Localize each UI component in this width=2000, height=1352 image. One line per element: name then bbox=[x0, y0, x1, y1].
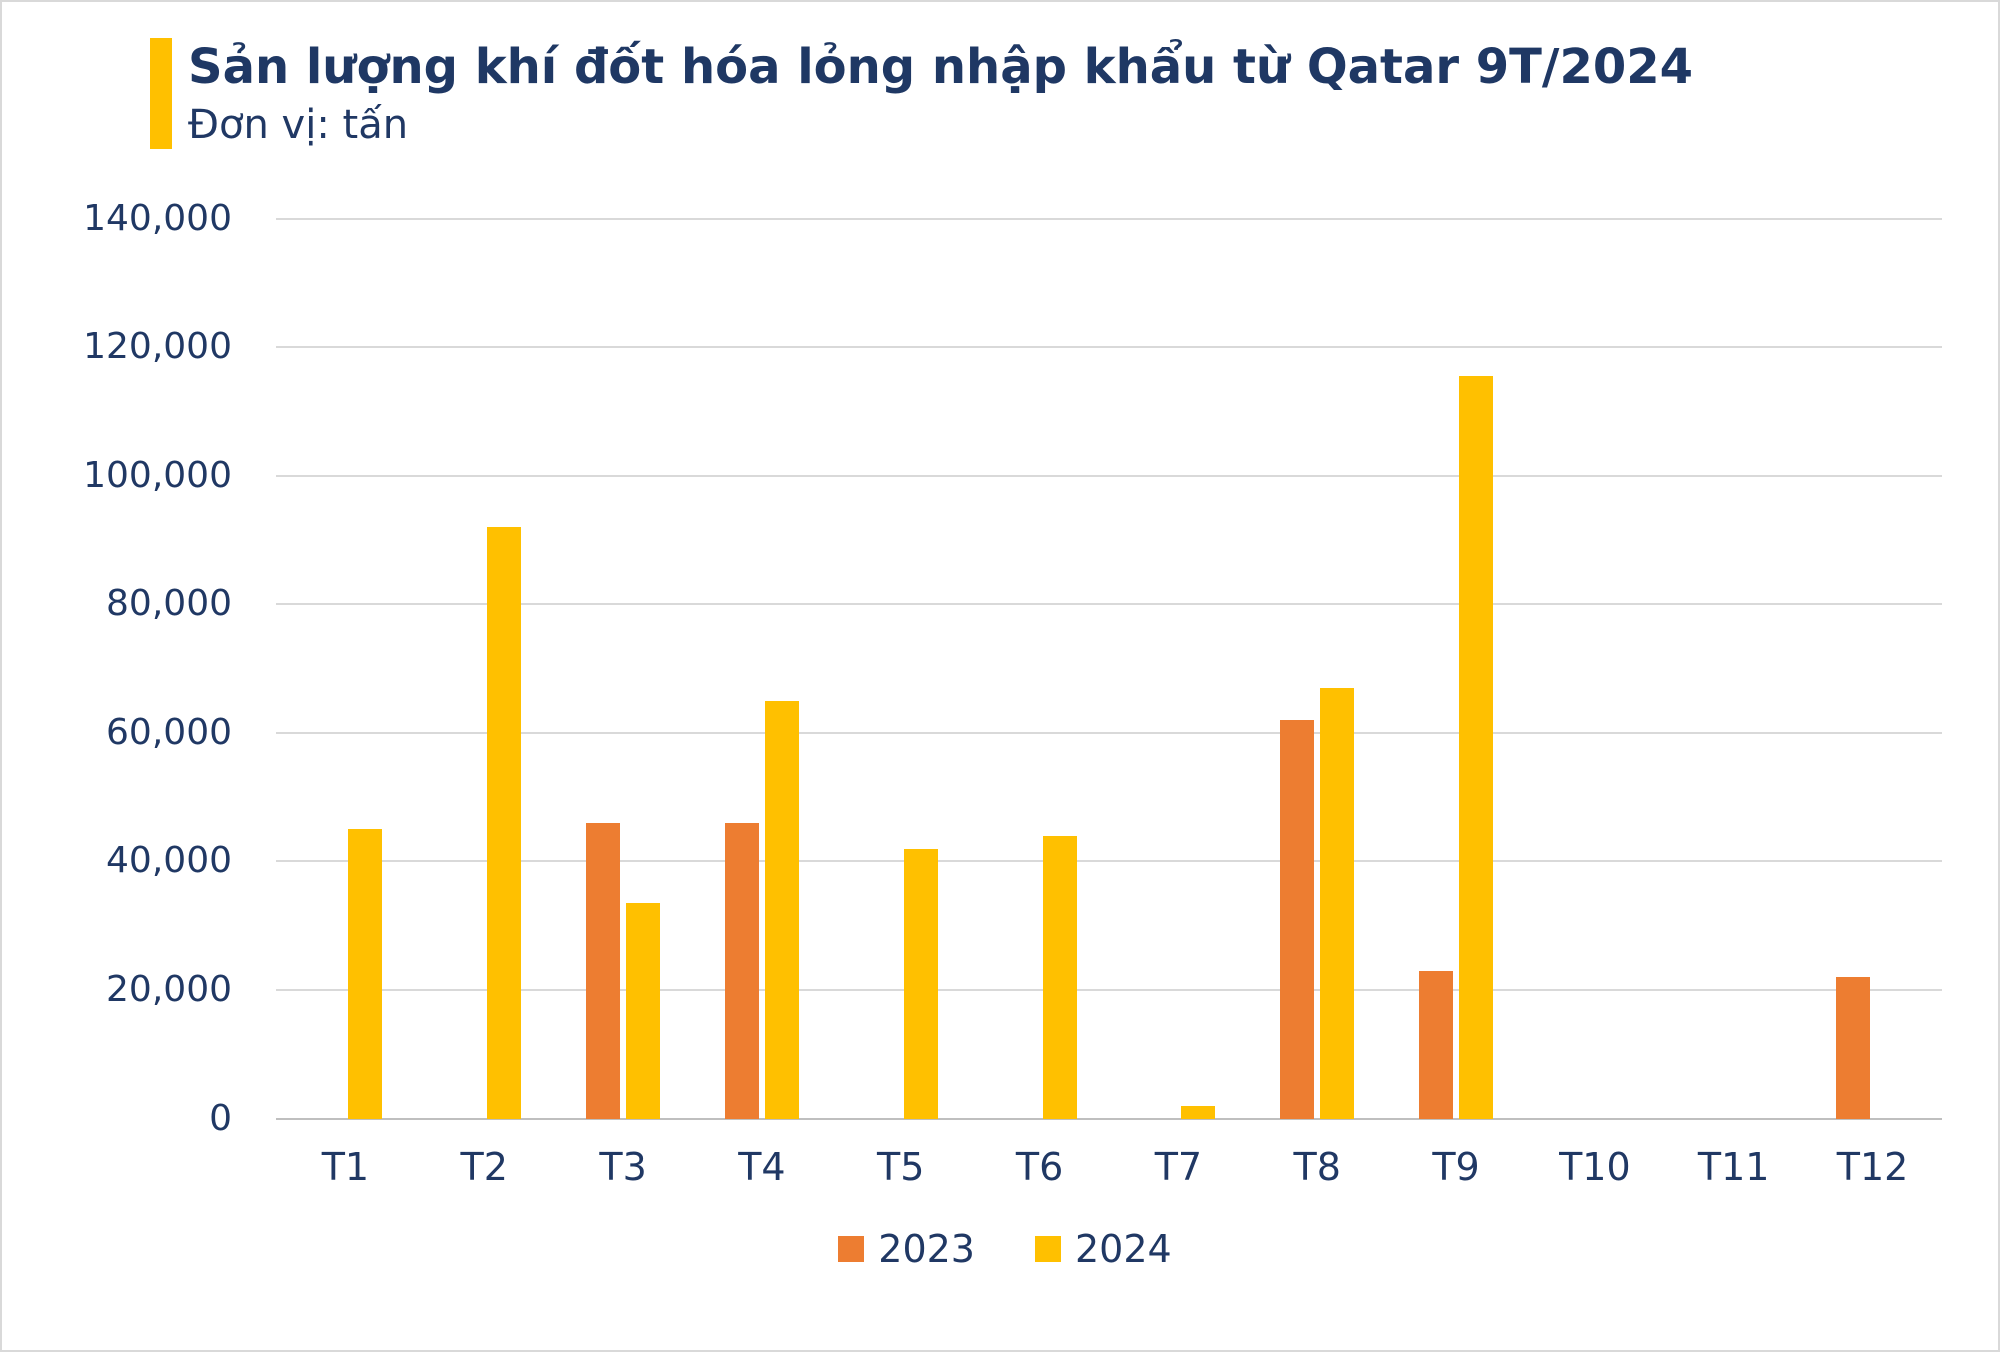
x-tick-label-T6: T6 bbox=[1015, 1144, 1064, 1189]
bar-2024-T3 bbox=[626, 903, 661, 1119]
legend-swatch-2024 bbox=[1035, 1235, 1061, 1262]
category-slot-T7 bbox=[1109, 219, 1248, 1119]
y-axis: 0 20,000 40,000 60,000 80,000 100,000 120,000 1… bbox=[42, 198, 232, 1139]
plot-column: T1 T2 T3 T4 T5 T6 T7 T8 T9 T10 T11 T12 bbox=[276, 217, 1942, 1189]
category-slot-T5 bbox=[831, 219, 970, 1119]
category-slot-T9 bbox=[1387, 219, 1526, 1119]
bar-2024-T9 bbox=[1459, 376, 1494, 1119]
gridline-80,000 bbox=[276, 603, 1942, 606]
legend-item-2024: 2024 bbox=[1035, 1227, 1172, 1271]
bar-2023-T12 bbox=[1835, 977, 1870, 1119]
x-tick-label-T3: T3 bbox=[599, 1144, 647, 1189]
category-slot-T12 bbox=[1803, 219, 1942, 1119]
x-tick-label-T1: T1 bbox=[321, 1144, 370, 1189]
bar-2023-T4 bbox=[724, 822, 759, 1119]
y-tick-label-20,000: 20,000 bbox=[106, 968, 232, 1010]
bar-2024-T8 bbox=[1320, 687, 1355, 1119]
legend-swatch-2023 bbox=[838, 1235, 865, 1262]
bar-2023-T9 bbox=[1419, 970, 1454, 1119]
x-tick-label-T10: T10 bbox=[1559, 1144, 1631, 1189]
bar-2024-T5 bbox=[903, 848, 938, 1119]
chart-title: Sản lượng khí đốt hóa lỏng nhập khẩu từ … bbox=[188, 39, 1694, 95]
legend-label-2024: 2024 bbox=[1075, 1226, 1172, 1271]
legend: 2023 2024 bbox=[42, 1227, 1968, 1271]
y-tick-label-60,000: 60,000 bbox=[106, 711, 232, 753]
bar-2024-T7 bbox=[1181, 1105, 1216, 1119]
category-slot-T2 bbox=[415, 219, 554, 1119]
x-axis: T1 T2 T3 T4 T5 T6 T7 T8 T9 T10 T11 T12 bbox=[276, 1145, 1942, 1189]
title-block: Sản lượng khí đốt hóa lỏng nhập khẩu từ … bbox=[188, 38, 1693, 149]
bar-2024-T4 bbox=[764, 700, 799, 1119]
y-tick-label-100,000: 100,000 bbox=[83, 454, 232, 496]
y-tick-label-120,000: 120,000 bbox=[83, 326, 232, 368]
category-slot-T10 bbox=[1526, 219, 1665, 1119]
legend-label-2023: 2023 bbox=[878, 1226, 975, 1271]
x-axis-line bbox=[276, 1117, 1942, 1120]
x-tick-label-T11: T11 bbox=[1697, 1144, 1770, 1189]
category-slot-T4 bbox=[693, 219, 832, 1119]
gridline-20,000 bbox=[276, 988, 1942, 991]
category-slot-T3 bbox=[554, 219, 693, 1119]
bar-2024-T6 bbox=[1042, 835, 1077, 1119]
x-tick-label-T8: T8 bbox=[1293, 1144, 1341, 1189]
x-tick-label-T5: T5 bbox=[877, 1144, 925, 1189]
x-tick-label-T9: T9 bbox=[1432, 1144, 1480, 1189]
category-slot-T11 bbox=[1664, 219, 1803, 1119]
title-accent-bar bbox=[150, 38, 172, 149]
bar-chart: 0 20,000 40,000 60,000 80,000 100,000 120,000 1… bbox=[42, 198, 1968, 1189]
gridline-140,000 bbox=[276, 217, 1942, 220]
x-tick-label-T2: T2 bbox=[460, 1144, 508, 1189]
gridline-60,000 bbox=[276, 731, 1942, 734]
bar-2024-T1 bbox=[348, 829, 383, 1119]
chart-subtitle: Đơn vị: tấn bbox=[188, 101, 409, 148]
category-slot-T1 bbox=[276, 219, 415, 1119]
x-tick-label-T12: T12 bbox=[1836, 1144, 1909, 1189]
bar-2023-T8 bbox=[1280, 719, 1315, 1119]
plot-area bbox=[276, 217, 1942, 1120]
y-tick-label-40,000: 40,000 bbox=[106, 840, 232, 882]
bar-2023-T3 bbox=[586, 822, 621, 1119]
x-tick-label-T4: T4 bbox=[738, 1144, 786, 1189]
gridline-120,000 bbox=[276, 346, 1942, 349]
category-slot-T8 bbox=[1248, 219, 1387, 1119]
category-slot-T6 bbox=[970, 219, 1109, 1119]
y-tick-label-80,000: 80,000 bbox=[106, 583, 232, 625]
y-tick-label-140,000: 140,000 bbox=[83, 197, 232, 239]
x-tick-label-T7: T7 bbox=[1154, 1144, 1203, 1189]
gridline-40,000 bbox=[276, 860, 1942, 863]
chart-header: Sản lượng khí đốt hóa lỏng nhập khẩu từ … bbox=[150, 38, 1968, 149]
legend-item-2023: 2023 bbox=[838, 1227, 975, 1271]
y-tick-label-0: 0 bbox=[209, 1097, 232, 1139]
bar-2024-T2 bbox=[487, 527, 522, 1119]
gridline-100,000 bbox=[276, 474, 1942, 477]
